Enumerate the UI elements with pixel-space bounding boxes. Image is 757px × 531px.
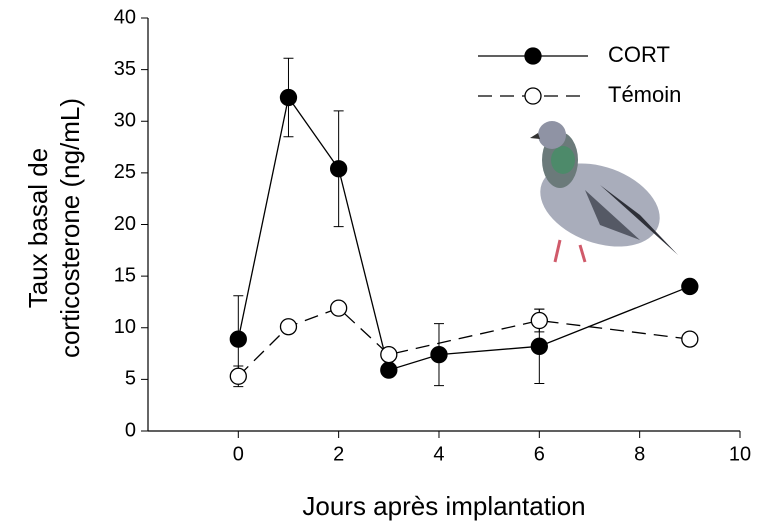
y-tick-label: 15 (114, 264, 136, 286)
marker (329, 160, 348, 178)
y-tick-label: 25 (114, 161, 136, 183)
marker (380, 361, 398, 379)
x-tick-label: 4 (433, 443, 444, 465)
marker (279, 88, 298, 107)
marker (530, 311, 548, 330)
x-tick-label: 8 (634, 443, 645, 465)
y-tick-label: 5 (125, 368, 136, 390)
marker (279, 318, 298, 336)
marker (681, 330, 699, 348)
x-tick-label: 2 (333, 443, 344, 465)
marker (229, 330, 247, 348)
series-line (237, 307, 690, 377)
pigeon-illustration (530, 121, 678, 263)
legend-label: Témoin (608, 82, 681, 107)
legend-label: CORT (608, 42, 670, 67)
marker (229, 367, 247, 385)
legend-marker (524, 87, 542, 105)
y-axis-label: Taux basal de (23, 148, 53, 308)
x-tick-label: 0 (233, 443, 244, 465)
y-tick-label: 40 (114, 6, 136, 28)
y-tick-label: 0 (125, 419, 136, 441)
y-tick-label: 35 (114, 58, 136, 80)
marker (329, 299, 348, 317)
marker (530, 337, 548, 355)
y-tick-label: 10 (114, 316, 136, 338)
y-tick-label: 20 (114, 213, 136, 235)
y-tick-label: 30 (114, 110, 136, 132)
marker (380, 345, 398, 364)
legend-marker (524, 47, 542, 65)
x-tick-label: 6 (534, 443, 545, 465)
marker (681, 277, 699, 296)
marker (430, 345, 448, 364)
y-axis-label: corticosterone (ng/mL) (55, 98, 85, 358)
x-tick-label: 10 (729, 443, 751, 465)
x-axis-label: Jours après implantation (302, 491, 585, 521)
